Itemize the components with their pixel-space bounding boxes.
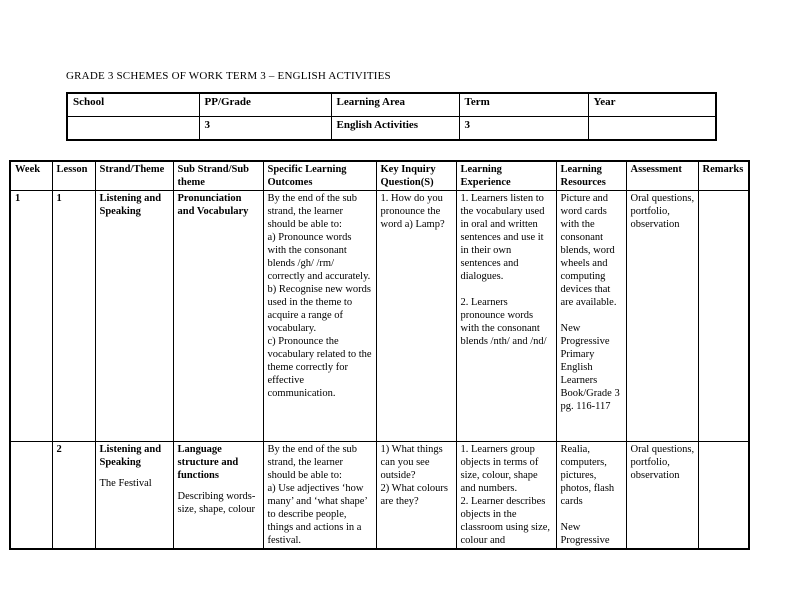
col-header-lesson: Lesson [51, 160, 96, 191]
cell-remarks [697, 441, 750, 550]
strand-theme-name: The Festival [99, 478, 152, 489]
cell-remarks [697, 190, 750, 442]
cell-assessment: Oral questions, portfolio, observation [625, 190, 699, 442]
col-header-sub-strand: Sub Strand/Sub theme [172, 160, 264, 191]
experience-item-2: 2. Learners pronounce words with the con… [460, 297, 547, 347]
page-title: GRADE 3 SCHEMES OF WORK TERM 3 – ENGLISH… [66, 70, 391, 82]
sub-strand-detail: Describing words- size, shape, colour [177, 491, 256, 515]
table-row-lesson-1: 1 1 Listening and Speaking Pronunciation… [9, 190, 750, 442]
info-value-pp-grade: 3 [198, 116, 332, 141]
strand-title: Listening and Speaking [99, 444, 162, 468]
col-header-learning-resources: Learning Resources [555, 160, 627, 191]
cell-assessment: Oral questions, portfolio, observation [625, 441, 699, 550]
assessment-text: Oral questions, portfolio, observation [630, 193, 695, 230]
schemes-header-row: Week Lesson Strand/Theme Sub Strand/Sub … [9, 160, 750, 191]
cell-learning-experience: 1. Learners listen to the vocabulary use… [455, 190, 557, 442]
info-header-term: Term [458, 92, 589, 117]
cell-lesson: 2 [51, 441, 96, 550]
cell-lesson: 1 [51, 190, 96, 442]
cell-key-inquiry: 1. How do you pronounce the word a) Lamp… [375, 190, 457, 442]
col-header-strand-theme: Strand/Theme [94, 160, 174, 191]
col-header-learning-outcomes: Specific Learning Outcomes [262, 160, 377, 191]
outcome-c: c) Pronounce the vocabulary related to t… [267, 336, 372, 399]
resources-item-2: New Progressive [560, 522, 610, 546]
cell-week [9, 441, 53, 550]
info-value-school [66, 116, 200, 141]
outcomes-intro: By the end of the sub strand, the learne… [267, 193, 358, 230]
info-value-term: 3 [458, 116, 589, 141]
schemes-table: Week Lesson Strand/Theme Sub Strand/Sub … [9, 160, 750, 550]
info-header-learning-area: Learning Area [330, 92, 460, 117]
table-row-lesson-2: 2 Listening and Speaking The Festival La… [9, 441, 750, 550]
col-header-learning-experience: Learning Experience [455, 160, 557, 191]
experience-item-1: 1. Learners group objects in terms of si… [460, 444, 539, 494]
resources-item-2: New Progressive Primary English Learners… [560, 323, 620, 412]
cell-key-inquiry: 1) What things can you see outside? 2) W… [375, 441, 457, 550]
sub-strand-title: Pronunciation and Vocabulary [177, 193, 249, 217]
info-header-pp-grade: PP/Grade [198, 92, 332, 117]
cell-strand-theme: Listening and Speaking [94, 190, 174, 442]
col-header-remarks: Remarks [697, 160, 750, 191]
col-header-week: Week [9, 160, 53, 191]
cell-sub-strand: Language structure and functions Describ… [172, 441, 264, 550]
outcome-b: b) Recognise new words used in the theme… [267, 284, 372, 334]
assessment-text: Oral questions, portfolio, observation [630, 444, 695, 481]
cell-learning-outcomes: By the end of the sub strand, the learne… [262, 190, 377, 442]
cell-learning-experience: 1. Learners group objects in terms of si… [455, 441, 557, 550]
sub-strand-title: Language structure and functions [177, 444, 239, 481]
cell-sub-strand: Pronunciation and Vocabulary [172, 190, 264, 442]
info-header-school: School [66, 92, 200, 117]
cell-learning-resources: Picture and word cards with the consonan… [555, 190, 627, 442]
info-value-year [587, 116, 717, 141]
cell-learning-resources: Realia, computers, pictures, photos, fla… [555, 441, 627, 550]
strand-title: Listening and Speaking [99, 193, 162, 217]
resources-item-1: Picture and word cards with the consonan… [560, 193, 617, 308]
outcomes-intro: By the end of the sub strand, the learne… [267, 444, 358, 481]
resources-item-1: Realia, computers, pictures, photos, fla… [560, 444, 615, 507]
cell-learning-outcomes: By the end of the sub strand, the learne… [262, 441, 377, 550]
cell-strand-theme: Listening and Speaking The Festival [94, 441, 174, 550]
info-value-learning-area: English Activities [330, 116, 460, 141]
outcome-a: a) Pronounce words with the consonant bl… [267, 232, 371, 282]
info-header-year: Year [587, 92, 717, 117]
key-inquiry-question-1: 1) What things can you see outside? [380, 444, 443, 481]
col-header-assessment: Assessment [625, 160, 699, 191]
cell-week: 1 [9, 190, 53, 442]
info-header-row: School PP/Grade Learning Area Term Year [66, 92, 717, 117]
outcome-a: a) Use adjectives ‘how many’ and ‘what s… [267, 483, 368, 546]
info-table: School PP/Grade Learning Area Term Year … [66, 92, 717, 141]
col-header-key-inquiry: Key Inquiry Question(S) [375, 160, 457, 191]
experience-item-2: 2. Learner describes objects in the clas… [460, 496, 551, 546]
key-inquiry-question-2: 2) What colours are they? [380, 483, 448, 507]
experience-item-1: 1. Learners listen to the vocabulary use… [460, 193, 545, 282]
key-inquiry-question-1: 1. How do you pronounce the word a) Lamp… [380, 193, 445, 230]
info-values-row: 3 English Activities 3 [66, 116, 717, 141]
